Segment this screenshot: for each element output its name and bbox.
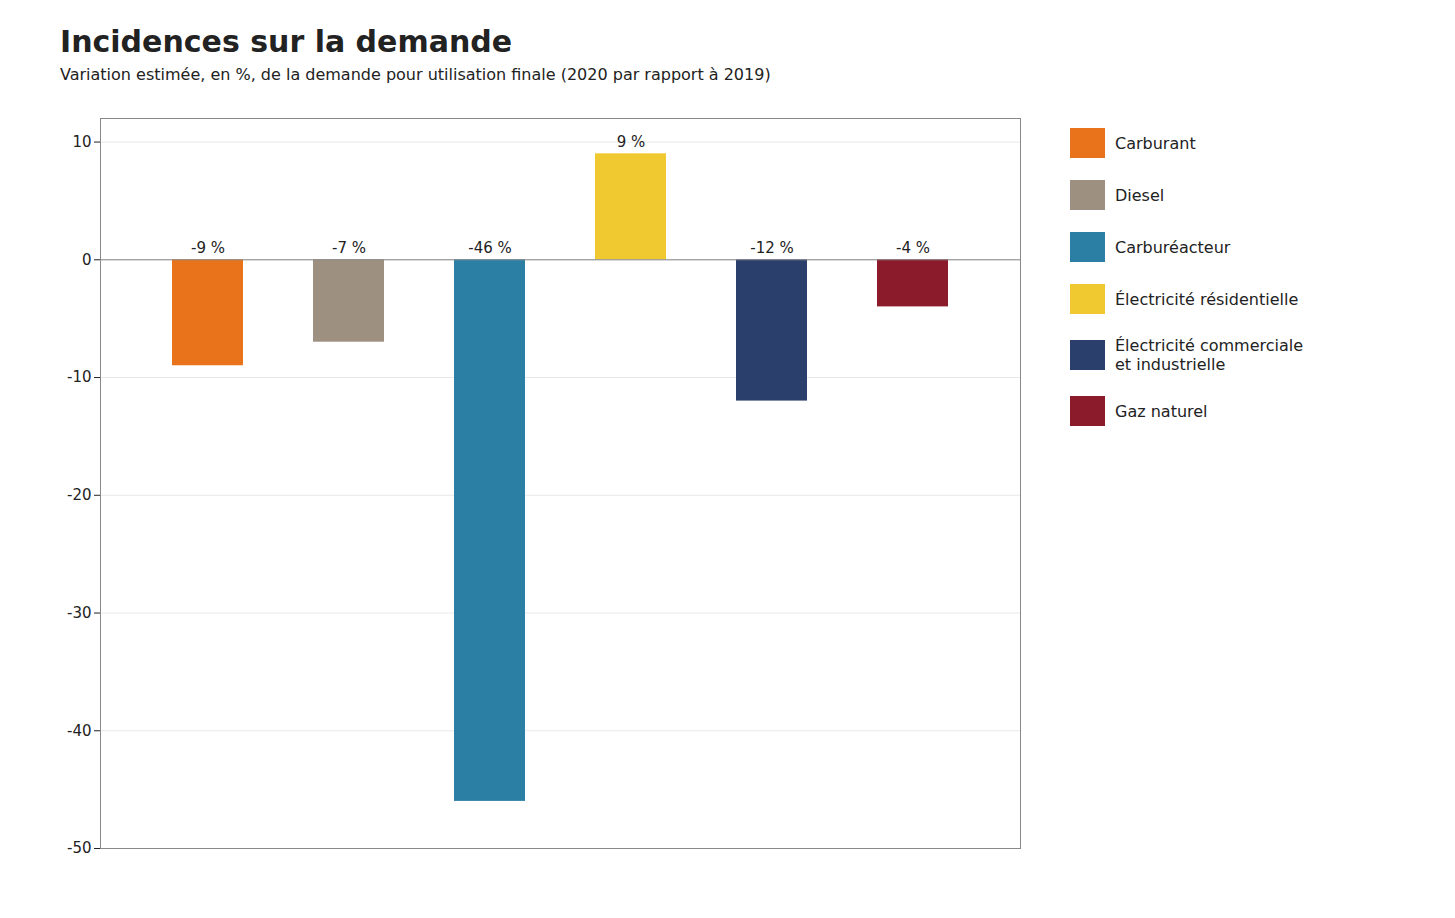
svg-text:-40: -40 (67, 722, 92, 740)
html-text:Électricité commerciale et ind: Électricité commerciale et industrielle (1115, 336, 1304, 374)
svg-text:10: 10 (72, 133, 91, 151)
svg-text:9 %: 9 % (617, 133, 646, 151)
svg-text:-12 %: -12 % (750, 239, 794, 257)
svg-text:0: 0 (82, 251, 92, 269)
svg-text:-7 %: -7 % (332, 239, 366, 257)
svg-text:-30: -30 (67, 604, 92, 622)
html-text:Carburant: Carburant (1115, 133, 1196, 153)
html-text:Électricité résidentielle: Électricité résidentielle (1115, 289, 1299, 309)
svg-text:-46 %: -46 % (468, 239, 512, 257)
html-text:Diesel: Diesel (1115, 185, 1165, 205)
svg-text:-10: -10 (67, 368, 92, 386)
svg-text:-9 %: -9 % (191, 239, 225, 257)
svg-text:-20: -20 (67, 486, 92, 504)
svg-text:-4 %: -4 % (896, 239, 930, 257)
html-text:Carburéacteur: Carburéacteur (1115, 237, 1231, 257)
html-text:Gaz naturel: Gaz naturel (1115, 401, 1208, 421)
svg-text:-50: -50 (67, 839, 92, 857)
html-text:Incidences sur la demande: Incidences sur la demande (60, 24, 513, 59)
html-text:Variation estimée, en %, de la: Variation estimée, en %, de la demande p… (60, 65, 771, 84)
